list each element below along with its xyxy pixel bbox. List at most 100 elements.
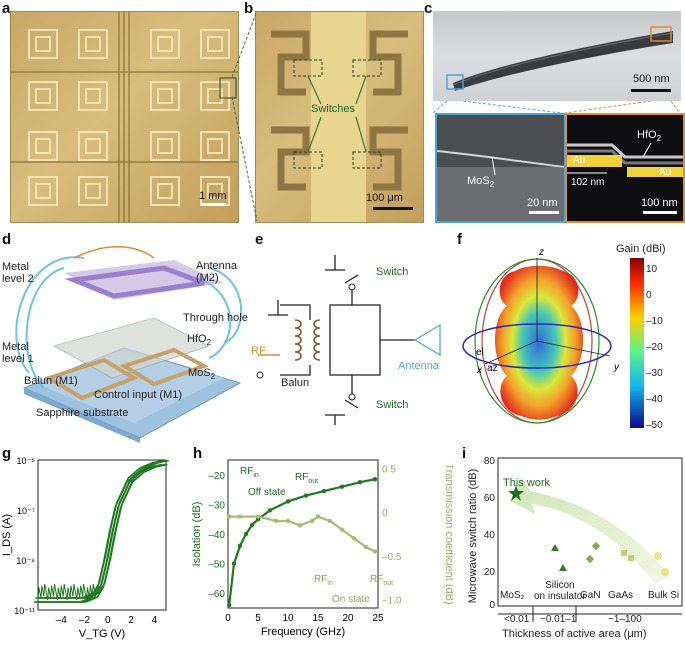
nanowire-drawing <box>446 26 674 92</box>
chart-g-xlabel: V_TG (V) <box>79 628 125 640</box>
chart-h-isolation-point <box>339 484 345 489</box>
switch-cell-core <box>85 183 101 199</box>
chart-h-isolation-point <box>231 561 237 566</box>
panel-d-balun: Balun (M1) <box>24 375 78 387</box>
switch-cell-core <box>207 88 223 104</box>
chart-h-ylabel: Isolation (dB) <box>191 502 203 567</box>
switch-cell-core <box>35 183 51 199</box>
mos2-layer-drawing <box>436 150 565 221</box>
chart-h-isolation-point <box>321 488 327 494</box>
switch-cell-core <box>157 183 173 199</box>
panel-c-tem-left: MoS2 20 nm <box>435 113 566 223</box>
panel-c-tem-right: HfO2 Au Au 102 nm 100 nm <box>565 113 685 223</box>
chart-h-transmission-point <box>351 536 357 541</box>
chart-h-transmission-point <box>315 514 321 519</box>
switch-cell-core <box>85 88 101 104</box>
panel-f-az: az <box>487 363 498 374</box>
panel-e-antenna: Antenna <box>398 360 439 372</box>
switch-cell-core <box>157 36 173 52</box>
chart-h-transmission-point <box>227 514 232 519</box>
chart-h-xtick: 15 <box>312 613 324 624</box>
switch-cell <box>28 29 58 59</box>
svg-text:20: 20 <box>484 567 496 578</box>
marker-gan-1 <box>591 541 601 551</box>
chart-i-range: ~1–100 <box>608 614 642 625</box>
chart-h-transmission-point <box>339 527 345 532</box>
chart-g-noise <box>37 583 96 601</box>
chart-g-xtick: 2 <box>128 615 134 626</box>
panel-d-sapphire: Sapphire substrate <box>36 407 129 419</box>
panel-c-au-label-1: Au <box>573 155 586 166</box>
chart-h-y2tick: –0.5 <box>382 552 402 563</box>
chart-h: 0 5 10 15 20 25 –20 –30 –40 –50 –60 0.5 0 –0.5 –1.0 Fre… <box>191 459 453 638</box>
colorbar-tick-label: –40 <box>646 394 663 405</box>
panel-d-hfo2: HfO2 <box>187 333 212 348</box>
panel-f-el: el <box>476 347 484 358</box>
device-stack-schematic <box>15 246 243 443</box>
chart-g-xtick: 0 <box>105 615 111 626</box>
svg-text:60: 60 <box>484 493 496 504</box>
chart-g-frame <box>37 459 167 611</box>
switch-cell-core <box>207 138 223 154</box>
chart-h-transmission-point <box>327 518 333 524</box>
switch-cell-core <box>85 138 101 154</box>
chart-h-transmission-point <box>285 518 291 524</box>
panel-e-letter: e <box>255 231 264 248</box>
chart-g-curve <box>38 459 167 599</box>
chart-h-isolation-point <box>243 531 249 537</box>
switch-cell-core <box>35 36 51 52</box>
marker-bulksi-1 <box>654 552 662 560</box>
chart-g-xtick: –4 <box>56 615 68 626</box>
chart-h-isolation-point <box>357 480 363 485</box>
panel-d-control-input: Control input (M1) <box>94 389 183 401</box>
panel-b-letter: b <box>244 0 254 17</box>
chart-h-isolation-point <box>237 543 243 549</box>
switch-cell-core <box>85 36 101 52</box>
switch-cell <box>150 176 180 206</box>
switch-cell-core <box>157 138 173 154</box>
chart-g-ytick: 10⁻⁵ <box>17 456 36 466</box>
chart-h-xtick: 20 <box>342 613 354 624</box>
chart-i-category: MoS₂ <box>500 590 525 601</box>
chart-i-category: GaN <box>580 590 601 601</box>
switch-cell <box>200 29 230 59</box>
panel-c-dimension: 102 nm <box>571 177 605 188</box>
chart-h-transmission-point <box>309 518 315 524</box>
chart-h-rf-out-on: RFout <box>370 574 394 587</box>
switch-cell <box>78 176 108 206</box>
chart-h-rf-out-off: RFout <box>295 472 319 485</box>
chart-h-y2label: Transmission coefficient (dB) <box>443 463 453 604</box>
circuit-schematic <box>256 255 441 425</box>
panel-d-through-hole: Through hole <box>183 312 248 324</box>
chart-h-transmission-point <box>372 549 378 554</box>
chart-h-isolation-point <box>285 499 291 504</box>
colorbar-tick-label: –10 <box>646 316 663 327</box>
panel-i-this-work: This work <box>503 477 551 489</box>
panel-g-letter: g <box>2 445 12 462</box>
chart-h-transmission-point <box>273 518 279 524</box>
chart-h-ytick: –50 <box>208 560 225 571</box>
svg-text:40: 40 <box>484 530 496 541</box>
panel-b-switches-label: Switches <box>311 103 356 115</box>
switch-cell <box>150 29 180 59</box>
zoom-lines-a-b <box>232 11 258 221</box>
chart-h-y2tick: 0.5 <box>382 465 396 476</box>
switch-cell-core <box>207 36 223 52</box>
chart-h-ytick: –30 <box>208 500 225 511</box>
chart-h-rf-in-off: RFin <box>240 466 259 479</box>
switch-cell <box>200 81 230 111</box>
marker-gan-2 <box>585 554 595 564</box>
colorbar-tick-label: 0 <box>646 290 652 301</box>
chart-i-category: Silicon on insulator <box>534 580 586 602</box>
chart-g-curve <box>39 463 168 603</box>
panel-d-metal2: Metal level 2 <box>2 261 34 285</box>
marker-this-work <box>508 485 524 501</box>
chart-g-curve <box>35 459 164 599</box>
svg-text:80: 80 <box>484 456 496 467</box>
chart-h-ytick: –40 <box>208 530 225 541</box>
chart-h-xtick: 0 <box>225 613 231 624</box>
switch-cell <box>28 131 58 161</box>
chart-i-category: Bulk Si <box>648 590 680 601</box>
panel-c-letter: c <box>424 0 433 17</box>
chart-g-ytick: 10⁻¹¹ <box>14 606 35 616</box>
